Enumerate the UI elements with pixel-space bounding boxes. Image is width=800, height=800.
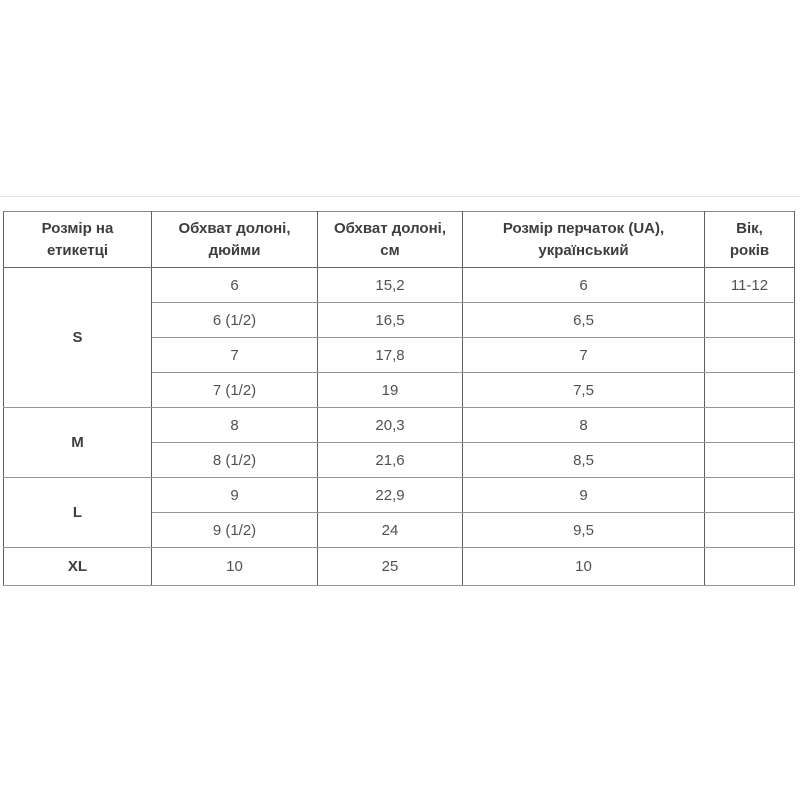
cell-ua: 9,5 [462,512,705,548]
table-row: 7 (1/2) 19 7,5 [4,372,795,408]
cell-cm: 17,8 [317,337,463,373]
column-header-palm-cm: Обхват долоні, см [317,211,463,268]
cell-cm: 19 [317,372,463,408]
cell-ua: 8 [462,407,705,443]
table-row: S 6 15,2 6 11-12 [3,267,795,408]
cell-inches: 10 [151,547,318,586]
cell-age: 11-12 [704,267,795,303]
size-group-label-m: M [3,407,152,478]
cell-ua: 7 [462,337,705,373]
cell-inches: 7 [151,337,318,373]
cell-inches: 6 (1/2) [151,302,318,338]
column-header-glove-size-ua: Розмір перчаток (UA), український [462,211,705,268]
column-header-palm-inches: Обхват долоні, дюйми [151,211,318,268]
table-row: M 8 20,3 8 [3,407,795,478]
cell-ua: 7,5 [462,372,705,408]
cell-ua: 6 [462,267,705,303]
cell-inches: 7 (1/2) [151,372,318,408]
size-table-header: Розмір на етикетці Обхват долоні, дюйми … [3,211,795,268]
table-row: 7 17,8 7 [4,337,795,373]
column-header-age-years: Вік, років [704,211,795,268]
table-row: 6 (1/2) 16,5 6,5 [4,302,795,338]
glove-size-table: Розмір на етикетці Обхват долоні, дюйми … [3,211,795,586]
top-divider-line [0,196,800,197]
cell-age [704,302,795,338]
size-group-label-s: S [3,267,152,408]
cell-age [704,547,795,586]
cell-cm: 15,2 [317,267,463,303]
size-table-body: S 6 15,2 6 11-12 6 (1/2) 16,5 6,5 7 17,8 7 7 (1/2) 1… [3,267,795,586]
cell-age [704,477,795,513]
cell-cm: 21,6 [317,442,463,478]
cell-ua: 6,5 [462,302,705,338]
cell-inches: 6 [151,267,318,303]
cell-ua: 8,5 [462,442,705,478]
cell-age [704,407,795,443]
table-row: 8 (1/2) 21,6 8,5 [4,442,795,478]
cell-inches: 9 (1/2) [151,512,318,548]
cell-cm: 25 [317,547,463,586]
cell-cm: 22,9 [317,477,463,513]
cell-cm: 24 [317,512,463,548]
cell-ua: 9 [462,477,705,513]
cell-age [704,512,795,548]
cell-cm: 20,3 [317,407,463,443]
cell-age [704,372,795,408]
cell-age [704,442,795,478]
header-row: Розмір на етикетці Обхват долоні, дюйми … [3,211,795,268]
size-group-label-l: L [3,477,152,548]
cell-ua: 10 [462,547,705,586]
cell-cm: 16,5 [317,302,463,338]
table-row: XL 10 25 10 [3,547,795,586]
table-row: L 9 22,9 9 [3,477,795,548]
cell-inches: 9 [151,477,318,513]
cell-inches: 8 [151,407,318,443]
column-header-label-size: Розмір на етикетці [3,211,152,268]
size-group-label-xl: XL [3,547,152,586]
cell-age [704,337,795,373]
cell-inches: 8 (1/2) [151,442,318,478]
